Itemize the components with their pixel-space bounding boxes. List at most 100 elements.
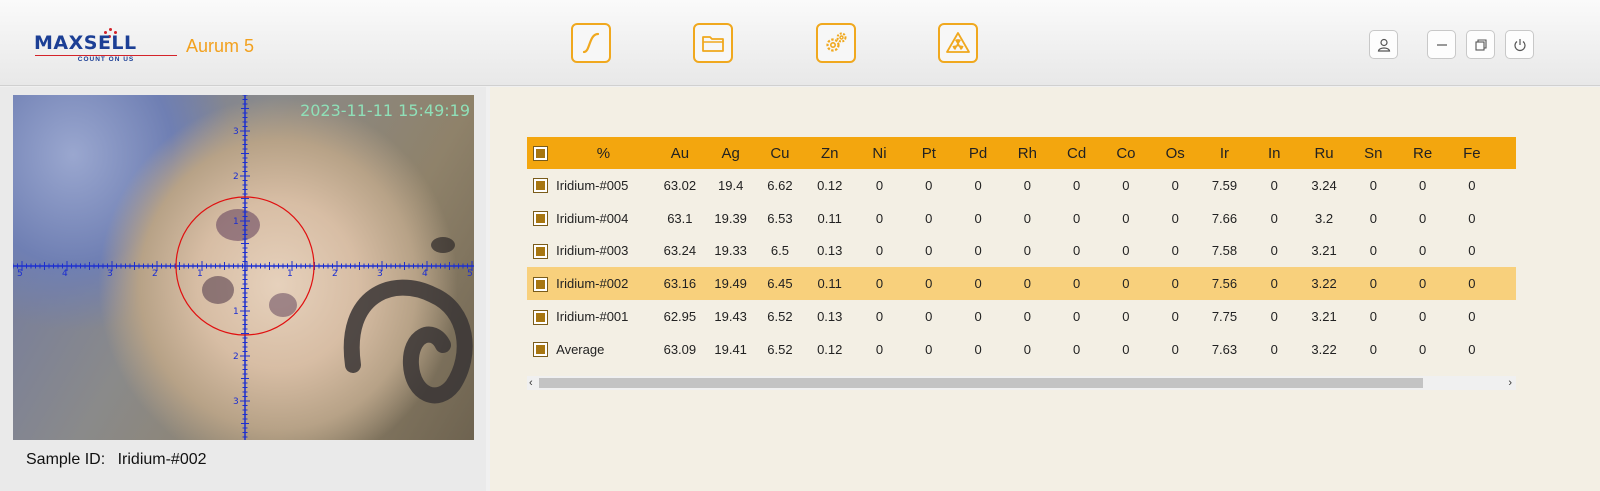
row-checkbox[interactable] <box>532 244 548 260</box>
column-header-rh[interactable]: Rh <box>1017 144 1037 162</box>
column-header-zn[interactable]: Zn <box>820 144 839 162</box>
scale-label: 1 <box>287 269 293 279</box>
table-row[interactable]: Iridium-#001 62.95 19.43 6.52 0.13 0 0 0 0 0 0 0 7.7… <box>527 300 1516 333</box>
row-checkbox-cell[interactable] <box>527 202 553 235</box>
row-checkbox-cell[interactable] <box>527 235 553 268</box>
column-header-percent[interactable]: % <box>596 144 611 162</box>
table-row[interactable]: Average 63.09 19.41 6.52 0.12 0 0 0 0 0 0 0 7.63 0 3.2… <box>527 333 1516 366</box>
open-folder-button[interactable] <box>693 23 733 63</box>
cell-ir: 7.75 <box>1211 309 1238 325</box>
logo-tagline: COUNT ON US <box>35 55 177 65</box>
vertical-scale-labels: 3 2 1 1 2 3 <box>233 127 239 407</box>
settings-button[interactable] <box>816 23 856 63</box>
column-header-ir[interactable]: Ir <box>1219 144 1230 162</box>
cell-pd: 0 <box>974 276 982 292</box>
scrollbar-thumb[interactable] <box>539 378 1423 388</box>
cell-rh: 0 <box>1023 243 1031 259</box>
user-icon <box>1377 38 1390 52</box>
power-button[interactable] <box>1505 30 1534 59</box>
horizontal-scrollbar[interactable]: ‹ › <box>527 376 1516 390</box>
row-checkbox[interactable] <box>532 276 548 292</box>
cell-fe: 0 <box>1468 210 1476 226</box>
table-row[interactable]: Iridium-#003 63.24 19.33 6.5 0.13 0 0 0 0 0 0 0 7.58… <box>527 235 1516 268</box>
scale-label: 4 <box>422 269 428 279</box>
column-header-pd[interactable]: Pd <box>968 144 988 162</box>
row-sample-name: Iridium-#003 <box>556 243 629 259</box>
scale-label: 5 <box>17 269 23 279</box>
row-checkbox-cell[interactable] <box>527 169 553 202</box>
restore-button[interactable] <box>1466 30 1495 59</box>
scroll-left-arrow[interactable]: ‹ <box>529 377 533 389</box>
column-header-cu[interactable]: Cu <box>770 144 790 162</box>
cell-au: 63.02 <box>663 177 697 193</box>
horizontal-scale-labels: 5 4 3 2 1 1 2 3 4 5 <box>17 269 473 279</box>
camera-view[interactable]: 5 4 3 2 1 1 2 3 4 5 3 2 1 1 2 3 2023-11-11 15:49:19 <box>13 95 474 440</box>
radiation-icon <box>946 32 970 53</box>
row-sample-name: Average <box>556 341 605 357</box>
row-sample-name: Iridium-#005 <box>556 177 629 193</box>
cell-cu: 6.45 <box>767 276 793 292</box>
radiation-button[interactable] <box>938 23 978 63</box>
cell-ir: 7.63 <box>1211 341 1238 357</box>
column-header-sn[interactable]: Sn <box>1364 144 1383 162</box>
column-header-au[interactable]: Au <box>670 144 690 162</box>
curve-button[interactable] <box>571 23 611 63</box>
scale-label: 1 <box>233 217 239 227</box>
user-button[interactable] <box>1369 30 1398 59</box>
cell-ru: 3.21 <box>1311 309 1337 325</box>
cell-ni: 0 <box>875 243 884 259</box>
column-header-in[interactable]: In <box>1267 144 1281 162</box>
cell-ru: 3.21 <box>1311 243 1337 259</box>
table-row[interactable]: Iridium-#002 63.16 19.49 6.45 0.11 0 0 0 0 0 0 0 7.5… <box>527 267 1516 301</box>
row-checkbox[interactable] <box>532 211 548 227</box>
cell-ru: 3.22 <box>1311 276 1337 292</box>
camera-overlay: 5 4 3 2 1 1 2 3 4 5 3 2 1 1 2 3 <box>13 95 474 440</box>
row-sample-name: Iridium-#002 <box>556 276 629 292</box>
column-header-ni[interactable]: Ni <box>872 144 887 162</box>
vertical-scale <box>240 95 250 438</box>
column-header-ru[interactable]: Ru <box>1314 144 1334 162</box>
cell-in: 0 <box>1270 276 1278 292</box>
row-checkbox-cell[interactable] <box>527 267 553 300</box>
cell-au: 62.95 <box>663 309 697 325</box>
cell-ag: 19.41 <box>714 341 747 357</box>
app-name: Aurum 5 <box>186 36 255 56</box>
top-toolbar: MAXSELL COUNT ON US Aurum 5 <box>0 0 1600 86</box>
select-all-checkbox[interactable] <box>532 146 548 162</box>
row-checkbox-cell[interactable] <box>527 333 553 366</box>
table-row[interactable]: Iridium-#005 63.02 19.4 6.62 0.12 0 0 0 0 0 0 0 7.59… <box>527 169 1516 202</box>
cell-co: 0 <box>1122 210 1130 226</box>
camera-panel: 5 4 3 2 1 1 2 3 4 5 3 2 1 1 2 3 2023-11-11 15:49:19 Sa… <box>0 87 486 491</box>
row-checkbox[interactable] <box>532 309 548 325</box>
column-header-fe[interactable]: Fe <box>1463 144 1481 162</box>
folder-icon <box>702 36 724 52</box>
column-header-pt[interactable]: Pt <box>921 144 936 162</box>
cell-ni: 0 <box>875 177 884 193</box>
cell-os: 0 <box>1171 210 1179 226</box>
cell-au: 63.09 <box>663 341 697 357</box>
column-header-cd[interactable]: Cd <box>1067 144 1087 162</box>
column-header-re[interactable]: Re <box>1413 144 1433 162</box>
table-header: % Au Ag Cu Zn Ni Pt Pd Rh Cd Co Os Ir In Ru Sn Re Fe W <box>527 137 1516 169</box>
column-header-ag[interactable]: Ag <box>721 144 740 162</box>
cell-zn: 0.13 <box>817 243 843 259</box>
cell-w: 0 <box>1497 169 1516 202</box>
row-checkbox[interactable] <box>532 178 548 194</box>
scroll-right-arrow[interactable]: › <box>1508 377 1512 389</box>
scale-label: 2 <box>233 352 239 362</box>
restore-icon <box>1474 38 1487 51</box>
cell-os: 0 <box>1171 177 1179 193</box>
power-icon <box>1513 38 1526 51</box>
select-all-checkbox-cell[interactable] <box>527 137 553 169</box>
table-row[interactable]: Iridium-#004 63.1 19.39 6.53 0.11 0 0 0 0 0 0 0 7.66… <box>527 202 1516 235</box>
column-header-os[interactable]: Os <box>1165 144 1185 162</box>
scale-label: 3 <box>377 269 383 279</box>
row-checkbox[interactable] <box>532 342 548 358</box>
column-header-co[interactable]: Co <box>1116 144 1136 162</box>
cell-au: 63.16 <box>663 276 697 292</box>
horizontal-scale <box>13 261 473 271</box>
row-checkbox-cell[interactable] <box>527 300 553 333</box>
minimize-button[interactable] <box>1427 30 1456 59</box>
column-header-w[interactable]: W <box>1497 137 1516 169</box>
sample-id: Sample ID: Iridium-#002 <box>26 451 207 469</box>
